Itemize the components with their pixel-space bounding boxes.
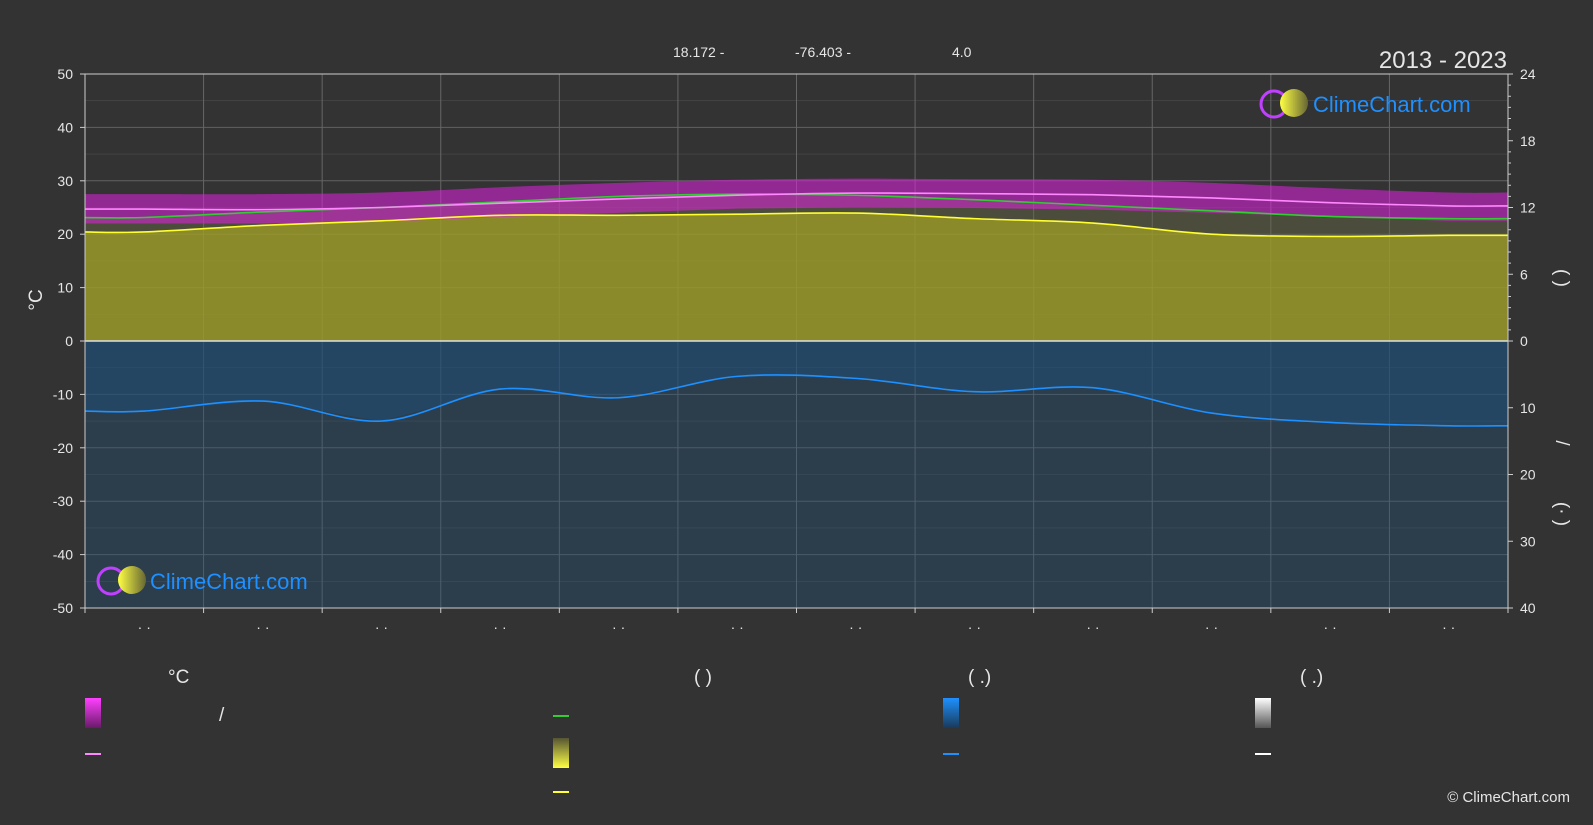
right-top-tick-label: 12 (1520, 200, 1536, 216)
left-tick-label: -50 (53, 600, 73, 616)
legend-slash: / (219, 705, 225, 726)
copyright: © ClimeChart.com (1447, 789, 1570, 806)
x-tick-label: · · (968, 619, 981, 635)
x-tick-label: · · (1324, 619, 1337, 635)
right-top-tick-label: 0 (1520, 333, 1528, 349)
left-tick-label: -10 (53, 386, 73, 402)
longitude-label: -76.403 - (795, 44, 851, 60)
legend-header-sun: ( ) (694, 667, 712, 688)
brand-logo-top[interactable]: ClimeChart.com (1259, 89, 1471, 119)
right-axis-label-bottom: (· ) (1551, 502, 1572, 526)
brand-name: ClimeChart.com (1313, 92, 1471, 117)
x-tick-label: · · (612, 619, 625, 635)
precipitation-line (84, 374, 1509, 427)
right-axis-label-top: ( ) (1551, 269, 1572, 287)
x-tick-label: · · (849, 619, 862, 635)
x-tick-label: · · (1205, 619, 1218, 635)
legend-header-snow: ( .) (1300, 667, 1323, 688)
right-top-tick-label: 6 (1520, 266, 1528, 282)
left-tick-label: -40 (53, 547, 73, 563)
logo-sun-icon (118, 566, 146, 594)
x-tick-label: · · (1086, 619, 1099, 635)
x-tick-label: · · (493, 619, 506, 635)
legend-swatch-sunshine (553, 738, 569, 768)
legend-header-temperature: °C (168, 667, 189, 688)
precipitation-area (85, 341, 1508, 426)
axes: 50 40 30 20 10 0 -10 -20 -30 -40 -50 24 18 12 6 0 10 20 30… (53, 66, 1536, 635)
brand-logo-bottom[interactable]: ClimeChart.com (96, 566, 308, 596)
left-tick-label: 30 (57, 173, 73, 189)
right-top-tick-label: 24 (1520, 66, 1536, 82)
x-tick-label: · · (375, 619, 388, 635)
temperature-range-band (85, 178, 1508, 224)
legend: °C ( ) ( .) ( .) / (85, 667, 1323, 793)
logo-sun-icon (1280, 89, 1308, 117)
x-tick-label: · · (256, 619, 269, 635)
left-tick-label: -30 (53, 493, 73, 509)
elevation-label: 4.0 (952, 44, 972, 60)
daylight-area (85, 194, 1508, 237)
sunshine-area (85, 212, 1508, 341)
right-bottom-tick-label: 20 (1520, 467, 1536, 483)
left-tick-label: -20 (53, 440, 73, 456)
sunshine-line (84, 212, 1509, 238)
legend-header-precipitation: ( .) (968, 667, 991, 688)
left-tick-label: 40 (57, 119, 73, 135)
left-tick-label: 20 (57, 226, 73, 242)
right-bottom-tick-label: 30 (1520, 533, 1536, 549)
left-tick-label: 50 (57, 66, 73, 82)
right-bottom-tick-label: 10 (1520, 400, 1536, 416)
legend-swatch-precipitation (943, 698, 959, 728)
x-tick-label: · · (731, 619, 744, 635)
latitude-label: 18.172 - (673, 44, 725, 60)
left-axis-label: °C (26, 289, 47, 310)
left-tick-label: 10 (57, 280, 73, 296)
right-top-tick-label: 18 (1520, 133, 1536, 149)
left-tick-label: 0 (65, 333, 73, 349)
x-tick-label: · · (1442, 619, 1455, 635)
legend-swatch-daily-range (85, 698, 101, 728)
legend-swatch-snow (1255, 698, 1271, 728)
right-bottom-tick-label: 40 (1520, 600, 1536, 616)
mean-temperature-line (84, 192, 1509, 211)
data-series (84, 178, 1509, 608)
brand-name: ClimeChart.com (150, 569, 308, 594)
x-tick-label: · · (138, 619, 151, 635)
right-axis-divider: / (1551, 440, 1572, 446)
period-label: 2013 - 2023 (1379, 47, 1507, 74)
